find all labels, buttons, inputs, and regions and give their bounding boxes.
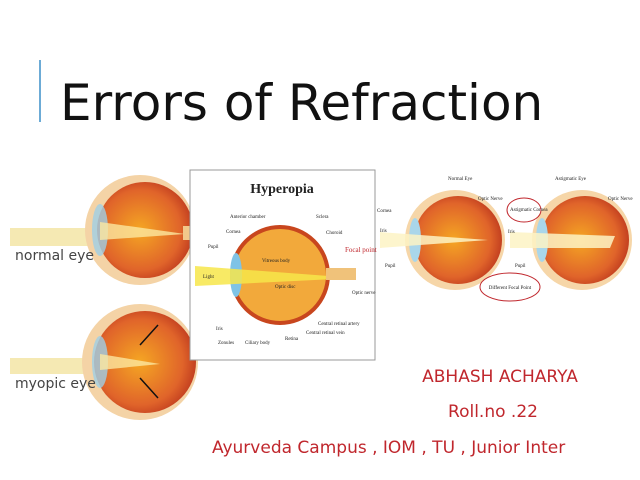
diagram-label: Optic Nerve <box>478 197 503 202</box>
myopic-eye-figure: myopic eye <box>10 304 198 420</box>
diagram-label: Astigmatic Cornea <box>510 208 548 213</box>
diagram-label: Light <box>203 275 214 280</box>
normal-eye-figure: normal eye <box>10 175 195 285</box>
diagram-title: Astigmatic Eye <box>555 177 587 182</box>
roll-number: Roll.no .22 <box>448 402 538 422</box>
diagram-label: Choroid <box>326 231 343 236</box>
diagram-label: Cornea <box>226 230 241 235</box>
institution: Ayurveda Campus , IOM , TU , Junior Inte… <box>212 438 565 458</box>
diagram-label: Pupil <box>385 264 396 269</box>
diagram-label: Sclera <box>316 215 329 220</box>
diagram-label: Vitreous body <box>262 259 291 264</box>
diagram-label: Iris <box>216 327 223 332</box>
astigmatism-diagram: Normal Eye Astigmatic Eye Cornea Iris Pu… <box>377 177 633 302</box>
diagram-label: Ciliary body <box>245 341 271 346</box>
diagram-label: Optic disc <box>275 285 296 290</box>
diagram-label: Central retinal artery <box>318 322 360 327</box>
diagram-label: Optic Nerve <box>608 197 633 202</box>
diagram-label: Retina <box>285 337 299 342</box>
diagram-label: Zonules <box>218 341 234 346</box>
diagram-label: Pupil <box>208 245 219 250</box>
hyperopia-diagram: Hyperopia Anterior chamber Cornea Pupil … <box>189 169 377 361</box>
figure-caption: myopic eye <box>15 376 96 392</box>
figure-caption: normal eye <box>15 248 94 264</box>
diagram-label: Anterior chamber <box>230 215 266 220</box>
diagram-label: Focal point <box>345 246 377 254</box>
diagram-label: Optic nerve <box>352 291 376 296</box>
author-name: ABHASH ACHARYA <box>422 367 578 387</box>
diagram-title: Hyperopia <box>250 182 314 197</box>
diagram-label: Central retinal vein <box>306 331 345 336</box>
diagram-label: Cornea <box>377 209 392 214</box>
diagram-label: Iris <box>380 229 387 234</box>
diagram-title: Normal Eye <box>448 177 473 182</box>
diagram-label: Pupil <box>515 264 526 269</box>
diagram-label: Iris <box>508 230 515 235</box>
slide-title: Errors of Refraction <box>60 74 543 132</box>
diagram-label: Different Focal Point <box>489 286 532 291</box>
